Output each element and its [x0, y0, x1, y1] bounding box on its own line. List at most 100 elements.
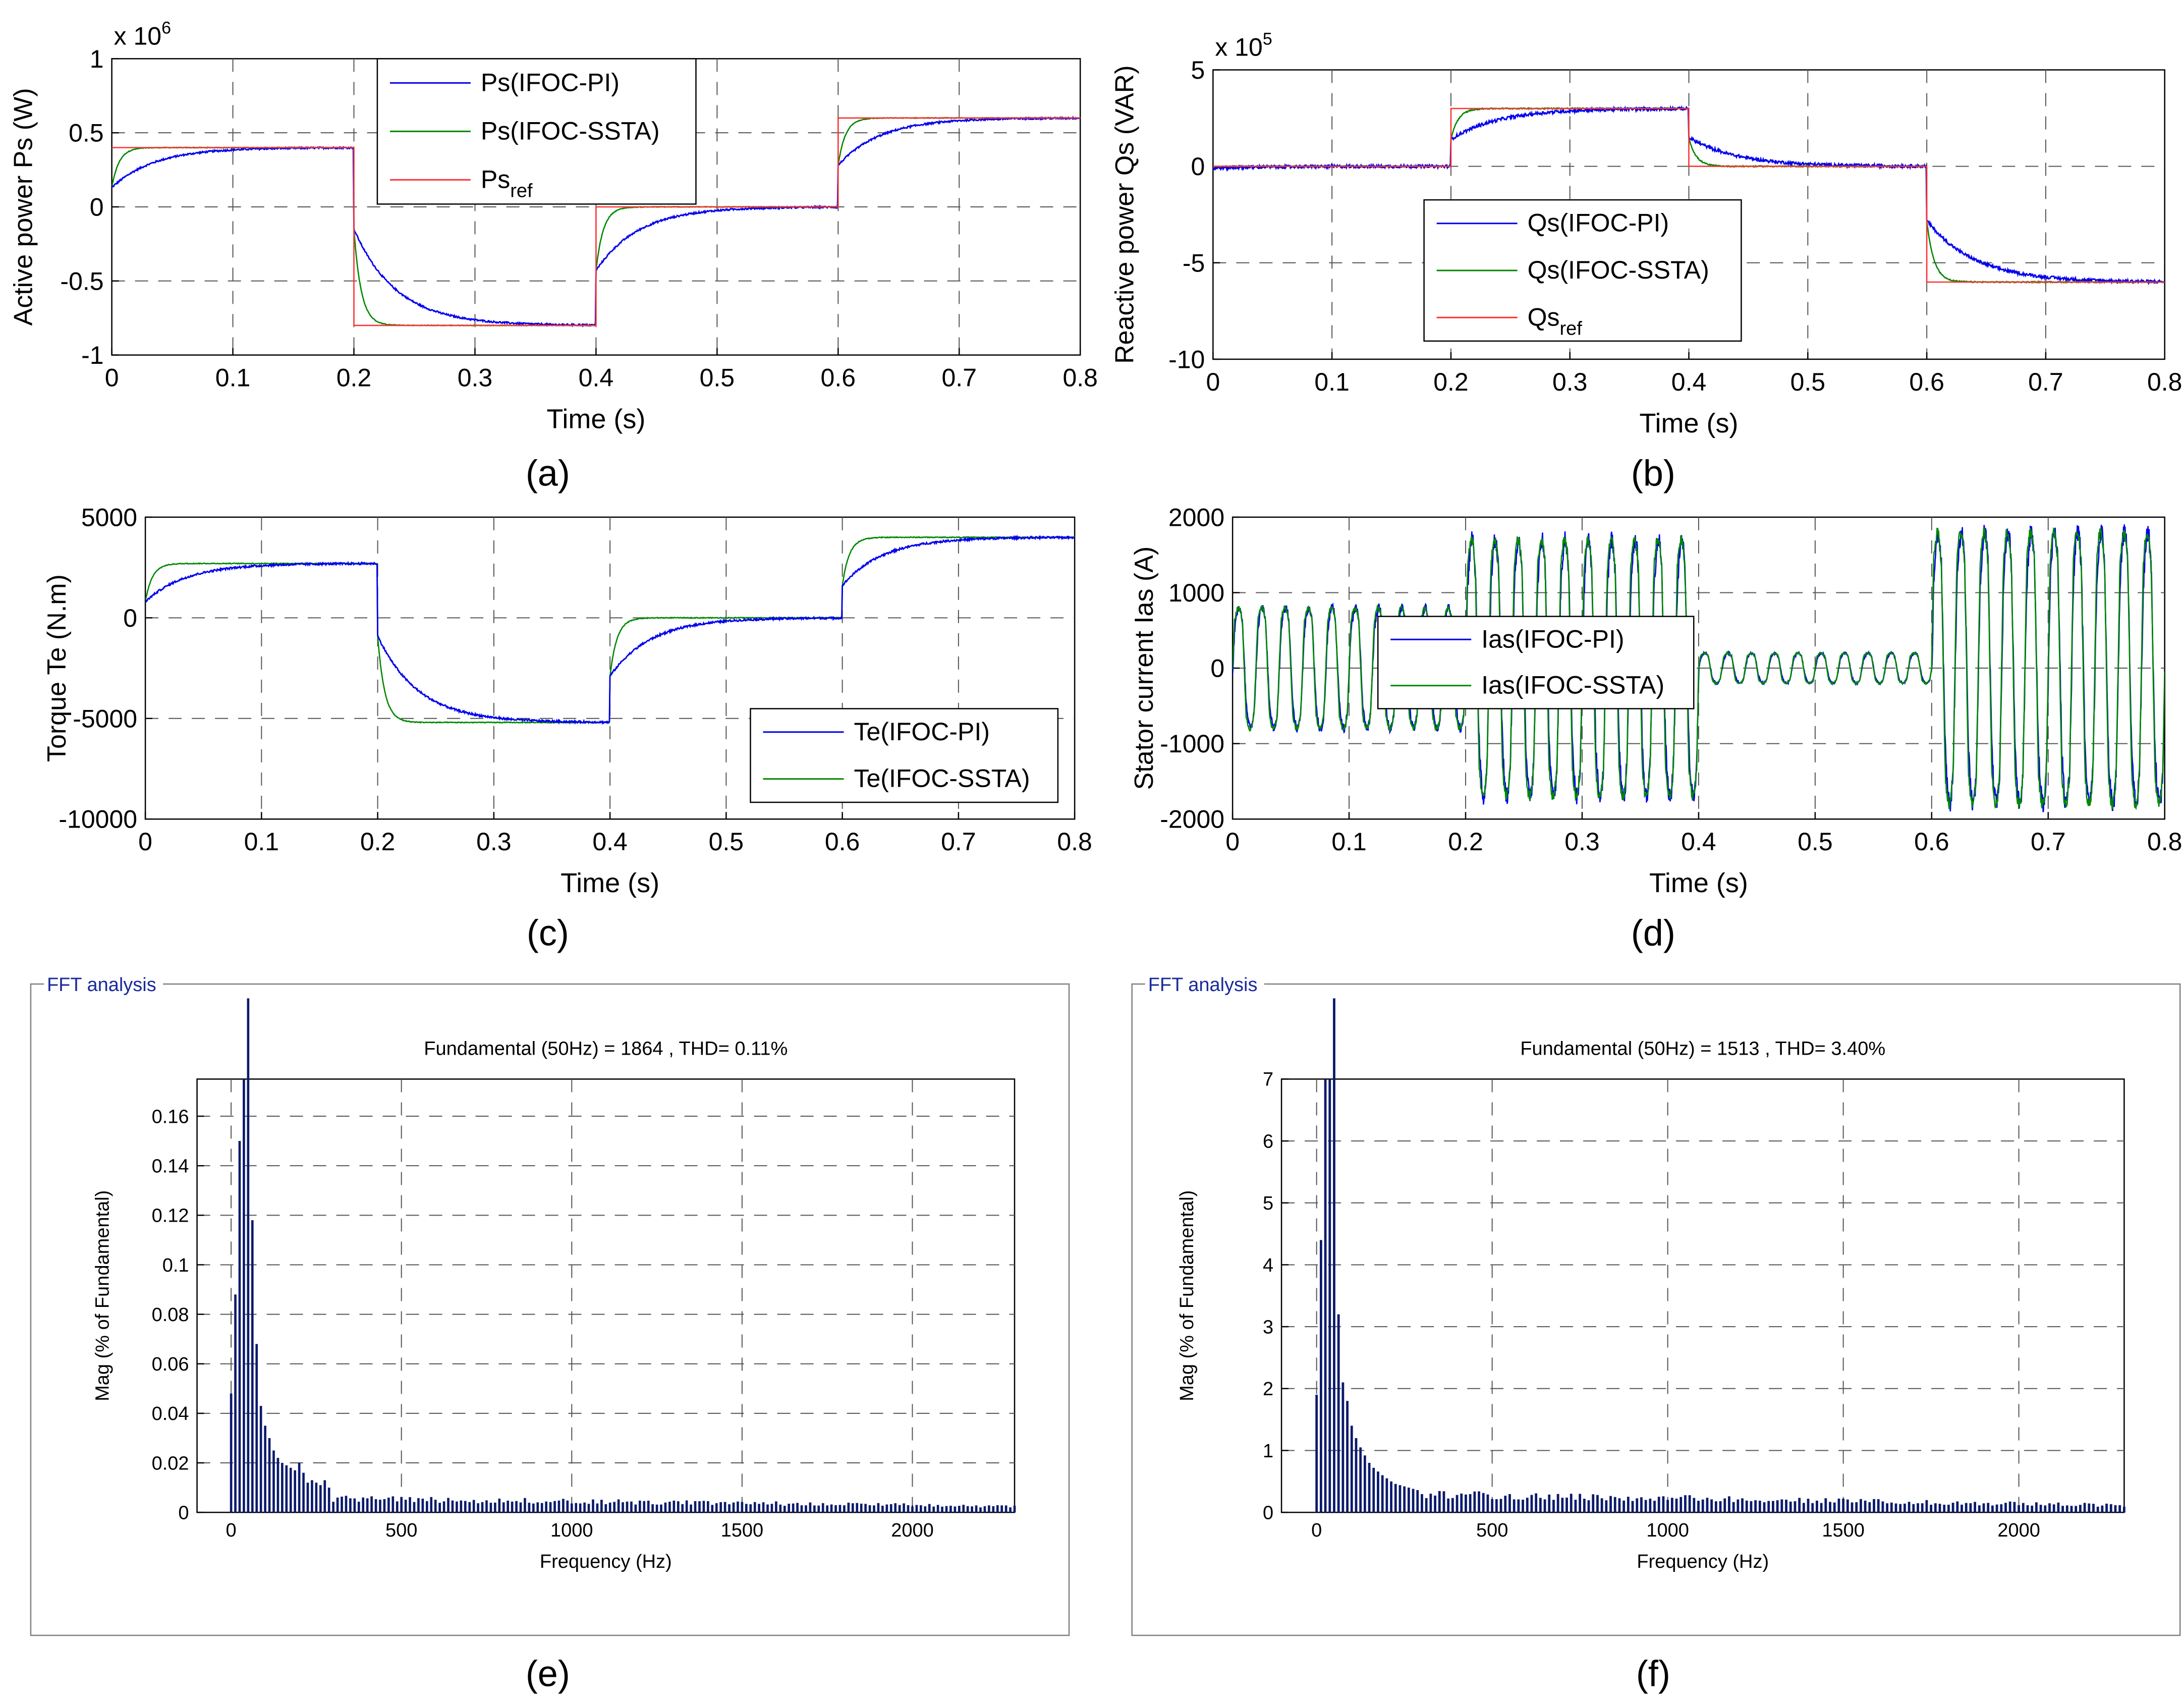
fft-bar [276, 1458, 279, 1513]
fft-bar [826, 1505, 828, 1513]
fft-bar [1688, 1495, 1691, 1513]
fft-bar [788, 1503, 791, 1513]
fft-bar [460, 1500, 463, 1513]
fft-bar [1925, 1500, 1928, 1513]
x-tick-label: 0.8 [1062, 364, 1098, 392]
y-tick-label: 0 [178, 1502, 189, 1523]
y-tick-label: 6 [1263, 1131, 1273, 1152]
fft-bar [1679, 1497, 1683, 1513]
x-tick-label: 0.4 [1671, 368, 1707, 396]
fft-bar [1956, 1501, 1959, 1513]
fft-bar [673, 1500, 676, 1513]
fft-bar [1491, 1499, 1494, 1513]
x-tick-label: 0.3 [1564, 828, 1600, 856]
fft-title: Fundamental (50Hz) = 1864 , THD= 0.11% [424, 1038, 788, 1059]
fft-bar [932, 1506, 935, 1513]
fft-bar [1789, 1501, 1792, 1513]
fft-bar [1974, 1502, 1977, 1513]
x-tick-label: 0.8 [1057, 828, 1092, 856]
fft-bar [1355, 1438, 1358, 1513]
fft-bar [2075, 1506, 2078, 1513]
chart-b: 0 0.1 0.2 0.3 0.4 0.5 0.6 0.7 0.8 -10 -5 0 5 Time (s)… [1110, 30, 2182, 494]
x-tick-label: 0.1 [1314, 368, 1350, 396]
fft-bar [1640, 1497, 1643, 1513]
fft-bar [1965, 1503, 1968, 1513]
fft-bar [1737, 1499, 1740, 1513]
fft-bar [1416, 1490, 1419, 1513]
fft-bar [613, 1502, 615, 1513]
x-tick-label: 0 [1225, 828, 1240, 856]
fft-bar [817, 1505, 820, 1513]
fft-bar [643, 1501, 646, 1513]
fft-bar [1829, 1502, 1831, 1513]
fft-bar [1675, 1498, 1678, 1513]
y-axis-label: Torque Te (N.m) [42, 574, 72, 762]
fft-bar [1776, 1500, 1779, 1513]
y-tick-label: -5000 [73, 704, 137, 733]
fft-bar [477, 1503, 479, 1513]
fft-bar [592, 1499, 594, 1513]
fft-bar [1846, 1499, 1849, 1513]
y-tick-label: 5 [1263, 1193, 1273, 1214]
fft-bar [1860, 1499, 1862, 1513]
fft-bar [2092, 1504, 2095, 1513]
fft-bar [1398, 1485, 1402, 1513]
fft-bar [575, 1503, 578, 1513]
fft-bar [1372, 1467, 1375, 1513]
fft-bar [481, 1502, 484, 1513]
legend-label-text: Te(IFOC-SSTA) [854, 764, 1030, 793]
fft-bar [1921, 1503, 1924, 1513]
x-tick-label: 0.8 [2147, 828, 2182, 856]
x-tick-label: 0.1 [1331, 828, 1367, 856]
fft-bar [809, 1502, 812, 1513]
axis-multiplier: x 105 [1215, 30, 1272, 62]
legend-label: Ias(IFOC-SSTA) [1481, 671, 1664, 699]
fft-bar [1315, 1395, 1318, 1513]
fft-panel-title: FFT analysis [1148, 974, 1258, 996]
series-lines [111, 116, 1081, 328]
y-tick-label: 1000 [1168, 579, 1224, 607]
fft-bar [294, 1470, 297, 1513]
fft-bar [400, 1497, 403, 1513]
fft-bar [711, 1505, 714, 1513]
y-tick-label: 0 [1210, 654, 1224, 683]
fft-bar [1758, 1501, 1761, 1513]
fft-bar [1745, 1500, 1748, 1513]
fft-bar [1969, 1503, 1972, 1513]
legend: Ias(IFOC-PI) Ias(IFOC-SSTA) [1377, 616, 1695, 709]
x-tick-label: 0.2 [1448, 828, 1483, 856]
y-tick-label: -1000 [1160, 730, 1224, 758]
fft-bar [370, 1496, 373, 1513]
fft-bar [442, 1501, 445, 1513]
fft-bar [1324, 1079, 1327, 1513]
x-tick-label: 500 [1476, 1520, 1508, 1541]
x-tick-label: 1500 [721, 1520, 764, 1541]
fft-bar [600, 1500, 603, 1513]
fft-bar [1447, 1498, 1450, 1513]
fft-bar [255, 1344, 258, 1513]
x-tick-label: 1500 [1822, 1520, 1865, 1541]
fft-bar [1561, 1498, 1564, 1513]
fft-bar [1438, 1491, 1441, 1513]
fft-bar [306, 1483, 309, 1513]
x-tick-label: 0.5 [700, 364, 735, 392]
legend-box [1377, 616, 1695, 709]
fft-bar [1508, 1494, 1511, 1513]
fft-bar [2035, 1502, 2038, 1513]
x-tick-label: 0.7 [942, 364, 977, 392]
fft-bar [1337, 1314, 1340, 1513]
y-axis-label: Reactive power Qs (VAR) [1110, 65, 1139, 363]
fft-bar [1881, 1501, 1884, 1513]
y-tick-label: 0.1 [162, 1255, 189, 1276]
fft-bar [630, 1501, 633, 1513]
fft-bar [2031, 1505, 2034, 1513]
y-axis-label: Mag (% of Fundamental) [92, 1190, 114, 1401]
series-lines [145, 534, 1075, 725]
fft-bar [1723, 1498, 1726, 1513]
x-tick-label: 0.8 [2147, 368, 2182, 396]
fft-bar [843, 1505, 846, 1513]
fft-bar [1807, 1499, 1810, 1513]
fft-bar [494, 1502, 496, 1513]
chart-c: 0 0.1 0.2 0.3 0.4 0.5 0.6 0.7 0.8 -10000 -5000 0 500… [42, 503, 1092, 953]
